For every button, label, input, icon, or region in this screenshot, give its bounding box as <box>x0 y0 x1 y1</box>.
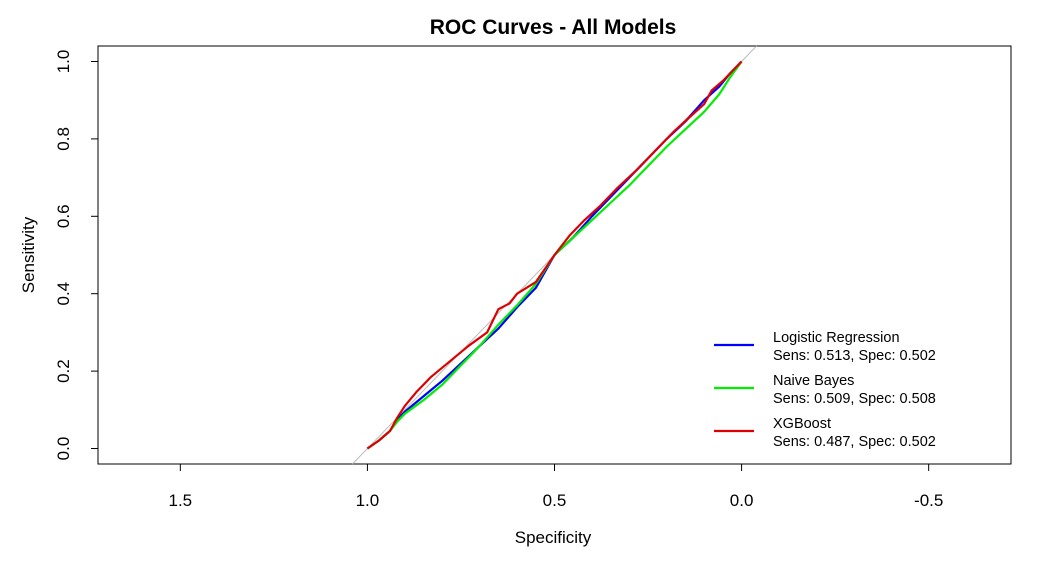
legend-stat: Sens: 0.509, Spec: 0.508 <box>773 391 936 407</box>
x-tick-label: 1.0 <box>356 491 380 510</box>
legend: Logistic Regression Sens: 0.513, Spec: 0.… <box>714 330 936 450</box>
legend-label: Naive Bayes <box>773 373 854 389</box>
y-axis-label: Sensitivity <box>19 216 38 293</box>
legend-stat: Sens: 0.487, Spec: 0.502 <box>773 434 936 450</box>
x-tick-label: -0.5 <box>914 491 943 510</box>
legend-label: Logistic Regression <box>773 330 900 346</box>
y-tick-label: 0.4 <box>54 282 73 306</box>
y-tick-label: 1.0 <box>54 50 73 74</box>
plot-area <box>352 45 757 465</box>
chart-title: ROC Curves - All Models <box>430 16 677 39</box>
y-tick-label: 0.8 <box>54 127 73 151</box>
x-axis: 1.5 1.0 0.5 0.0 -0.5 <box>168 463 943 510</box>
y-axis: 0.0 0.2 0.4 0.6 0.8 1.0 <box>54 50 99 461</box>
roc-curve-xgboost <box>366 60 743 450</box>
legend-label: XGBoost <box>773 416 831 432</box>
x-tick-label: 0.5 <box>543 491 567 510</box>
x-tick-label: 0.0 <box>730 491 754 510</box>
x-axis-label: Specificity <box>515 528 592 547</box>
legend-stat: Sens: 0.513, Spec: 0.502 <box>773 348 936 364</box>
x-tick-label: 1.5 <box>168 491 192 510</box>
y-tick-label: 0.2 <box>54 359 73 383</box>
y-tick-label: 0.0 <box>54 437 73 461</box>
y-tick-label: 0.6 <box>54 204 73 228</box>
